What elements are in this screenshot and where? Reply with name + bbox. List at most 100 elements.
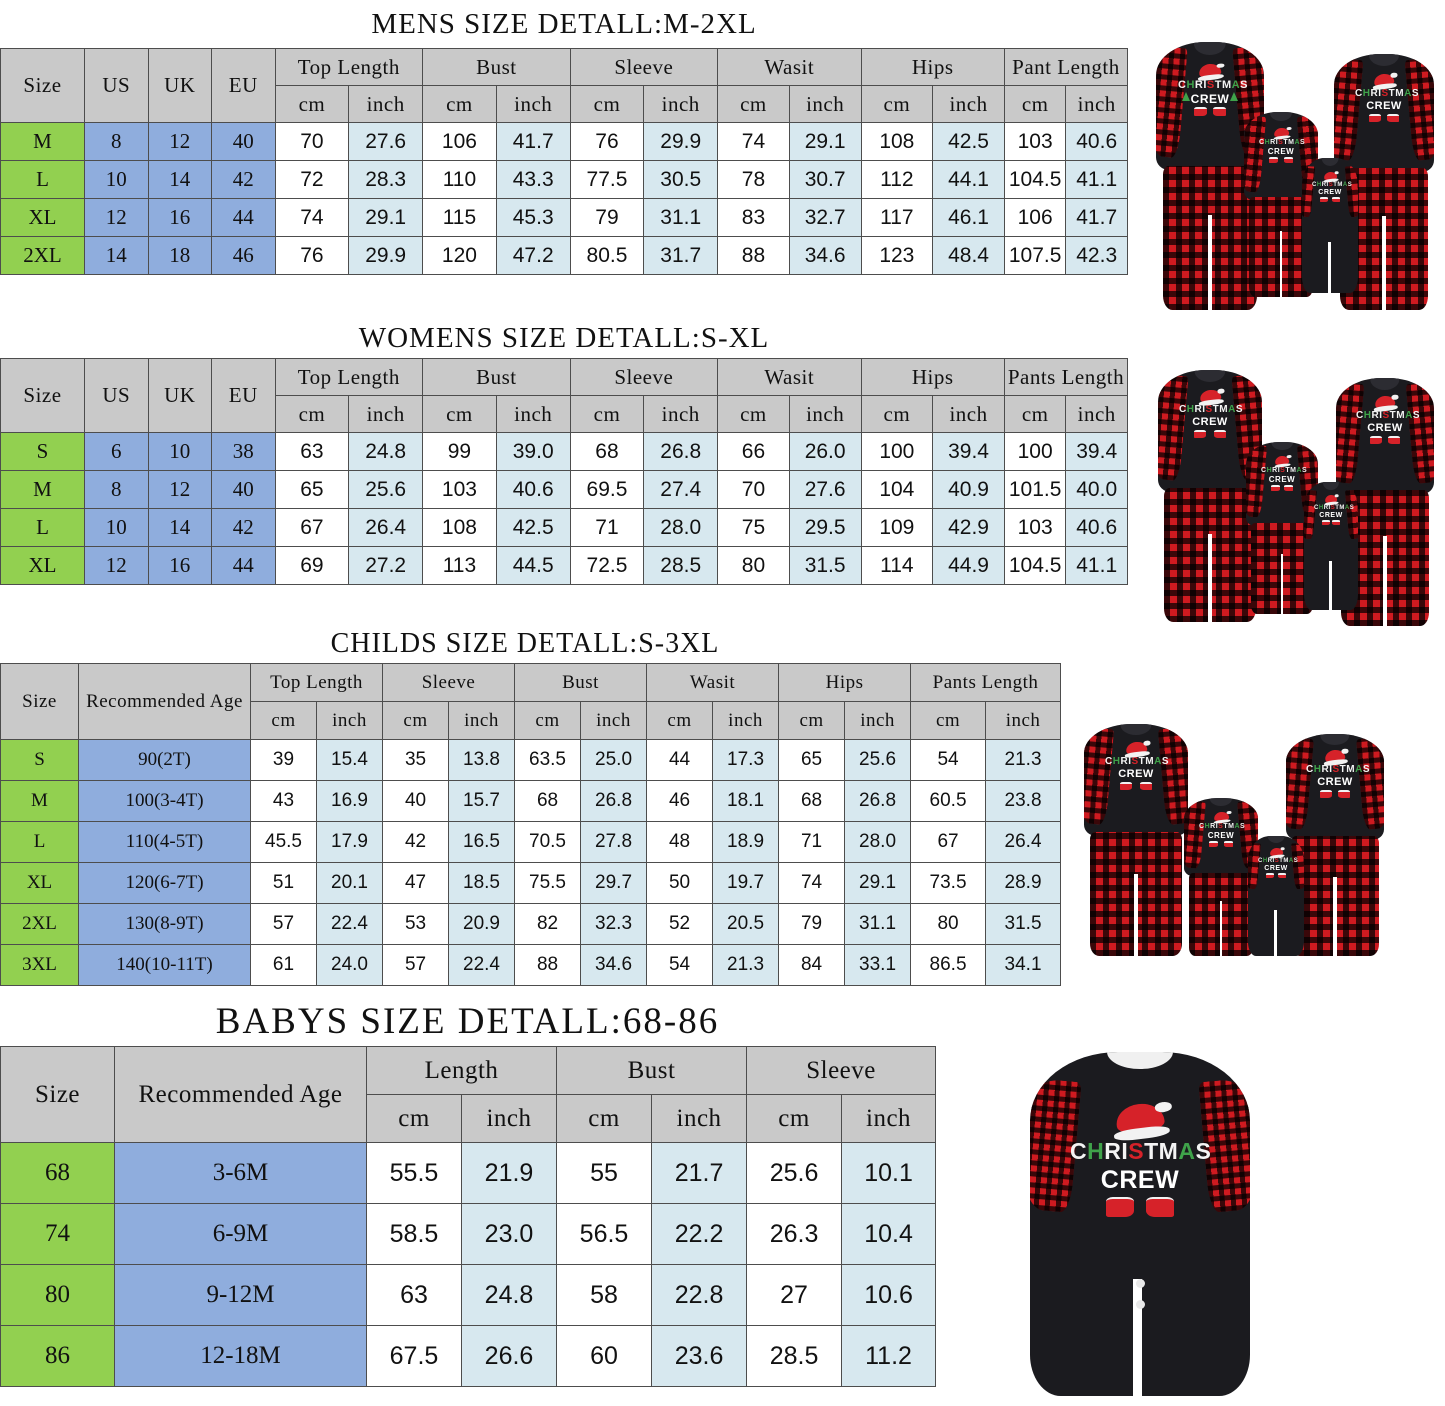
santa-hat-icon — [1322, 171, 1339, 183]
header-recommended-age: Recommended Age — [78, 663, 251, 740]
unit-cm: cm — [1003, 395, 1067, 433]
cell-value-inch: 29.9 — [643, 122, 719, 161]
cell-value-cm: 107.5 — [1003, 236, 1067, 275]
babys-photo: CHRISTMAS CREW — [1010, 1052, 1270, 1400]
cell-value-cm: 109 — [860, 508, 934, 547]
header-size: Size — [0, 1046, 115, 1143]
elf-boots-icon — [1259, 156, 1303, 164]
santa-hat-icon — [1372, 72, 1398, 91]
cell-value-inch: 33.1 — [844, 944, 912, 986]
cell-uk: 14 — [147, 508, 213, 547]
cell-value-inch: 21.7 — [651, 1142, 748, 1204]
cell-value-cm: 83 — [717, 198, 790, 237]
cell-value-cm: 103 — [422, 470, 497, 509]
elf-boots-icon — [1306, 788, 1364, 799]
cell-value-inch: 10.6 — [841, 1264, 937, 1326]
cell-value-cm: 43 — [250, 780, 317, 822]
header-us: US — [84, 358, 149, 433]
unit-cm: cm — [514, 701, 582, 740]
cell-value-cm: 68 — [778, 780, 846, 822]
cell-value-inch: 39.4 — [932, 432, 1005, 471]
graphic-line-2: CREW — [1118, 768, 1154, 780]
unit-inch: inch — [985, 701, 1062, 740]
table-row: XL 12 16 44 74 29.1 115 45.3 79 31.1 83 32.7 117 46.1… — [0, 198, 1128, 237]
womens-photo: CHRISTMAS CREW — [1148, 362, 1440, 634]
cell-value-cm: 44 — [646, 739, 714, 781]
header-hips: Hips — [778, 663, 912, 702]
header-us: US — [84, 48, 149, 123]
cell-value-inch: 39.0 — [495, 432, 571, 471]
cell-value-inch: 41.7 — [495, 122, 571, 161]
cell-value-inch: 31.5 — [985, 903, 1062, 945]
elf-boots-icon — [1070, 1193, 1210, 1219]
elf-boots-icon — [1178, 105, 1242, 117]
cell-value-cm: 80 — [717, 546, 790, 585]
plaid-pants — [1291, 836, 1379, 956]
cell-value-inch: 17.3 — [712, 739, 780, 781]
santa-hat-icon — [1323, 748, 1349, 767]
pajama-top: CHRISTMAS CREW — [1286, 734, 1384, 840]
cell-value-cm: 54 — [646, 944, 714, 986]
graphic-line-2: CREW — [1268, 475, 1296, 484]
cell-recommended-age: 100(3-4T) — [78, 780, 251, 822]
graphic-line-2: CREW — [1267, 147, 1295, 156]
child-pajama: CHRISTMAS CREW — [1184, 798, 1258, 956]
graphic-line-1: CHRISTMAS — [1355, 88, 1420, 99]
babys-table-body: 68 3-6M 55.5 21.9 55 21.7 25.6 10.1 74 6-9M 58.5 23… — [0, 1142, 937, 1387]
table-row: 68 3-6M 55.5 21.9 55 21.7 25.6 10.1 — [0, 1142, 937, 1204]
cell-uk: 12 — [147, 470, 213, 509]
santa-hat-icon — [1197, 62, 1225, 82]
cell-value-inch: 13.8 — [448, 739, 516, 781]
table-row: 2XL 130(8-9T) 57 22.4 53 20.9 82 32.3 52 20.5 79 31… — [0, 903, 1062, 945]
plaid-pants — [1189, 873, 1253, 956]
table-row: M 8 12 40 70 27.6 106 41.7 76 29.9 74 29.1 108 42.5 10… — [0, 122, 1128, 161]
cell-value-cm: 106 — [422, 122, 497, 161]
cell-value-inch: 22.4 — [315, 903, 384, 945]
cell-size: M — [0, 122, 85, 161]
cell-value-inch: 26.4 — [985, 821, 1062, 863]
romper-body: CHRISTMAS CREW — [1302, 158, 1358, 293]
cell-value-cm: 63 — [366, 1264, 462, 1326]
baby-romper: CHRISTMAS CREW — [1030, 1052, 1250, 1396]
table-row: M 8 12 40 65 25.6 103 40.6 69.5 27.4 70 27.6 104 40.9… — [0, 470, 1128, 509]
unit-inch: inch — [788, 395, 862, 433]
unit-inch: inch — [348, 395, 424, 433]
cell-value-inch: 40.6 — [495, 470, 571, 509]
table-row: S 6 10 38 63 24.8 99 39.0 68 26.8 66 26.0 100 39.4 100… — [0, 432, 1128, 471]
header-bust: Bust — [422, 48, 571, 86]
cell-value-inch: 29.5 — [788, 508, 862, 547]
cell-value-inch: 25.6 — [844, 739, 912, 781]
cell-uk: 16 — [147, 546, 213, 585]
cell-value-inch: 27.8 — [580, 821, 648, 863]
mens-size-table: Size US UK EU Top Length Bust Sleeve Was… — [0, 48, 1129, 275]
table-row: XL 12 16 44 69 27.2 113 44.5 72.5 28.5 80 31.5 114 44… — [0, 546, 1128, 585]
cell-size: 80 — [0, 1264, 115, 1326]
elf-boots-icon — [1355, 112, 1413, 123]
cell-value-cm: 61 — [250, 944, 317, 986]
header-size: Size — [0, 358, 85, 433]
plaid-pants — [1251, 523, 1313, 614]
graphic-line-2: CREW — [1100, 1166, 1180, 1194]
header-top-length: Top Length — [274, 358, 424, 396]
collar — [1269, 112, 1293, 121]
cell-value-inch: 18.5 — [448, 862, 516, 904]
childs-size-table: Size Recommended Age Top Length Sleeve B… — [0, 663, 1062, 986]
cell-size: XL — [0, 546, 85, 585]
unit-inch: inch — [643, 395, 719, 433]
babys-table-wrap: Size Recommended Age Length Bust Sleeve … — [0, 1046, 937, 1387]
cell-value-cm: 104.5 — [1003, 160, 1067, 199]
cell-value-inch: 29.9 — [348, 236, 424, 275]
cell-value-cm: 66 — [717, 432, 790, 471]
cell-value-inch: 26.0 — [788, 432, 862, 471]
cell-value-inch: 44.9 — [932, 546, 1005, 585]
cell-size: 86 — [0, 1325, 115, 1387]
graphic-line-2: CREW — [1319, 512, 1343, 519]
cell-value-inch: 25.6 — [348, 470, 424, 509]
elf-boots-icon — [1105, 780, 1167, 791]
cell-size: S — [0, 432, 85, 471]
cell-value-inch: 34.6 — [788, 236, 862, 275]
unit-inch: inch — [580, 701, 648, 740]
cell-value-inch: 11.2 — [841, 1325, 937, 1387]
mens-table-wrap: Size US UK EU Top Length Bust Sleeve Was… — [0, 48, 1129, 275]
